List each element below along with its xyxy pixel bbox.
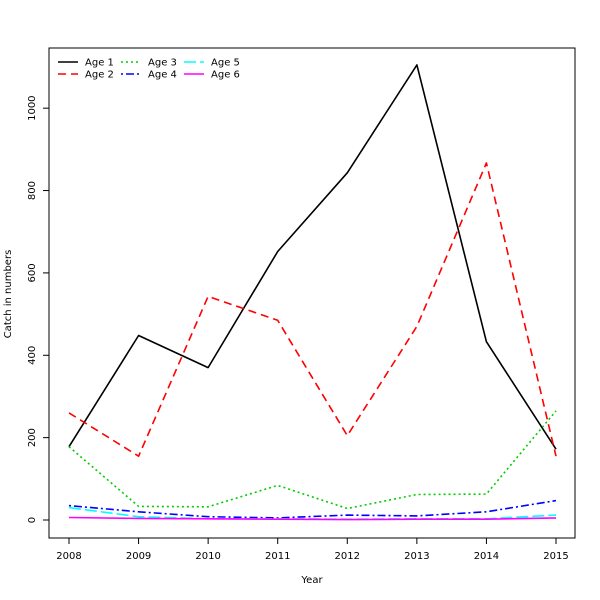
x-axis-label: Year [300, 575, 323, 586]
x-tick-label: 2011 [265, 551, 290, 562]
y-tick-label: 600 [27, 263, 38, 282]
legend-label: Age 3 [148, 58, 177, 69]
x-tick-label: 2010 [195, 551, 220, 562]
plot-frame [48, 47, 576, 539]
legend-label: Age 1 [85, 58, 114, 69]
series-line-age-6 [68, 516, 557, 521]
y-tick-label: 400 [27, 346, 38, 365]
legend-label: Age 6 [211, 70, 240, 81]
y-axis-label: Catch in numbers [3, 250, 14, 339]
series-line-age-1 [68, 64, 557, 450]
legend-label: Age 2 [85, 70, 114, 81]
legend-label: Age 5 [211, 58, 240, 69]
y-tick-label: 800 [27, 181, 38, 200]
series-line-age-2 [68, 162, 557, 458]
series-line-age-5 [68, 506, 557, 521]
series-line-age-3 [68, 410, 557, 510]
series-lines [68, 64, 557, 521]
y-tick-label: 1000 [27, 95, 38, 120]
x-tick-label: 2009 [126, 551, 151, 562]
x-tick-label: 2013 [404, 551, 429, 562]
x-tick-label: 2012 [335, 551, 360, 562]
x-tick-label: 2015 [543, 551, 568, 562]
y-tick-label: 0 [27, 517, 38, 523]
series-line-age-4 [68, 499, 557, 519]
legend-label: Age 4 [148, 70, 177, 81]
axes: 2008 2009 2010 2011 2012 2013 2014 2015 0 200 400 6… [27, 47, 576, 562]
x-tick-label: 2008 [56, 551, 81, 562]
y-tick-label: 200 [27, 428, 38, 447]
x-tick-label: 2014 [474, 551, 499, 562]
